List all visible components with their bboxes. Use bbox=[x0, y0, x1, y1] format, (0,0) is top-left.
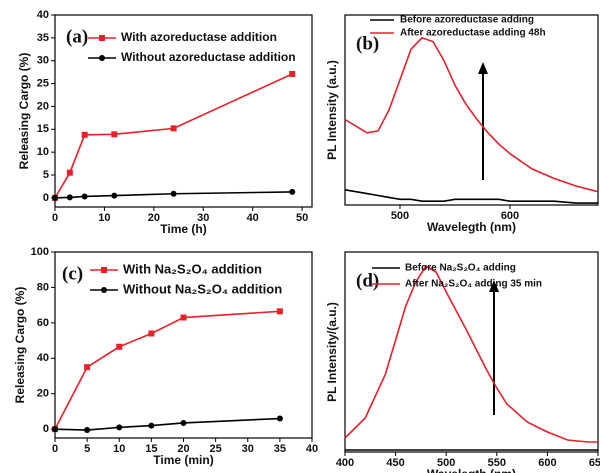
x-tick-label: 550 bbox=[488, 457, 506, 469]
x-tick-label: 20 bbox=[177, 443, 189, 455]
x-tick-label: 600 bbox=[501, 210, 519, 222]
marker bbox=[276, 415, 283, 422]
panel-label: (d) bbox=[356, 270, 379, 291]
x-tick-label: 20 bbox=[148, 212, 160, 224]
x-tick-label: 0 bbox=[52, 212, 58, 224]
legend-label: With Na₂S₂O₄ addition bbox=[123, 261, 262, 276]
plot-frame bbox=[344, 251, 599, 453]
marker bbox=[52, 426, 58, 433]
panel-label: (a) bbox=[66, 26, 88, 47]
panel-label: (c) bbox=[62, 263, 83, 284]
y-tick-label: 40 bbox=[37, 9, 49, 21]
y-tick-label: 35 bbox=[37, 32, 49, 44]
series-line bbox=[344, 36, 599, 193]
marker bbox=[276, 308, 283, 315]
marker bbox=[170, 190, 177, 197]
y-axis-label: Releasing Cargo (%) bbox=[13, 287, 27, 404]
marker bbox=[116, 424, 123, 431]
marker bbox=[111, 192, 118, 199]
x-tick-label: 5 bbox=[84, 443, 90, 455]
x-tick-label: 10 bbox=[113, 443, 125, 455]
x-tick-label: 40 bbox=[306, 443, 318, 455]
marker bbox=[170, 125, 177, 132]
x-axis-label: Time (min) bbox=[153, 453, 213, 467]
x-tick-label: 25 bbox=[210, 443, 222, 455]
y-tick-label: 25 bbox=[37, 77, 49, 89]
marker bbox=[111, 131, 118, 138]
x-tick-label: 40 bbox=[247, 212, 259, 224]
legend-label: After Na₂S₂O₄ adding 35 min bbox=[405, 279, 542, 290]
legend-label: Without azoreductase addition bbox=[121, 50, 296, 64]
x-tick-label: 650 bbox=[589, 457, 600, 469]
x-tick-label: 10 bbox=[98, 212, 110, 224]
x-tick-label: 500 bbox=[391, 210, 409, 222]
marker bbox=[66, 194, 73, 201]
y-tick-label: 100 bbox=[31, 246, 49, 258]
y-tick-label: 0 bbox=[43, 423, 49, 435]
marker bbox=[289, 70, 296, 77]
marker bbox=[148, 330, 155, 337]
x-tick-label: 400 bbox=[336, 457, 354, 469]
series-line bbox=[344, 189, 598, 204]
x-tick-label: 35 bbox=[274, 443, 286, 455]
x-axis-label: Time (h) bbox=[160, 222, 206, 236]
marker bbox=[148, 422, 155, 429]
x-tick-label: 450 bbox=[386, 457, 404, 469]
y-tick-label: 15 bbox=[37, 123, 49, 135]
y-tick-label: 10 bbox=[37, 146, 49, 158]
marker bbox=[84, 364, 91, 371]
plot-frame bbox=[344, 14, 599, 206]
legend-marker bbox=[101, 287, 107, 293]
marker bbox=[81, 131, 88, 138]
y-tick-label: 5 bbox=[43, 169, 49, 181]
x-tick-label: 50 bbox=[296, 212, 308, 224]
series-line bbox=[54, 417, 280, 431]
legend-marker bbox=[101, 267, 107, 273]
plot-frame bbox=[54, 14, 313, 208]
x-tick-label: 15 bbox=[145, 443, 157, 455]
marker bbox=[180, 314, 187, 321]
legend-label: With azoreductase addition bbox=[121, 30, 277, 44]
arrow-d bbox=[489, 280, 499, 415]
y-tick-label: 20 bbox=[37, 388, 49, 400]
x-axis-label: Wavelegth (nm) bbox=[427, 220, 516, 234]
y-tick-label: 80 bbox=[37, 281, 49, 293]
panel-label: (b) bbox=[356, 33, 379, 54]
legend-label: Before azoreductase adding bbox=[400, 15, 534, 26]
legend-marker bbox=[99, 35, 105, 41]
y-tick-label: 40 bbox=[37, 352, 49, 364]
marker bbox=[180, 419, 187, 426]
y-tick-label: 0 bbox=[43, 192, 49, 204]
marker bbox=[52, 194, 58, 201]
x-tick-label: 600 bbox=[538, 457, 556, 469]
legend-label: Before Na₂S₂O₄ adding bbox=[405, 263, 516, 274]
series-line bbox=[54, 310, 280, 430]
y-tick-label: 30 bbox=[37, 55, 49, 67]
y-axis-label: Releasing Cargo (%) bbox=[17, 53, 31, 170]
plot-frame bbox=[54, 251, 313, 439]
y-axis-label: PL Intensity (a.u.) bbox=[325, 60, 339, 160]
marker bbox=[84, 427, 91, 434]
legend-label: Without Na₂S₂O₄ addition bbox=[123, 281, 282, 296]
x-tick-label: 30 bbox=[197, 212, 209, 224]
marker bbox=[289, 188, 296, 195]
x-tick-label: 0 bbox=[52, 443, 58, 455]
marker bbox=[116, 343, 123, 350]
series-line bbox=[344, 264, 598, 443]
marker bbox=[66, 169, 73, 176]
marker bbox=[81, 193, 88, 200]
y-tick-label: 60 bbox=[37, 317, 49, 329]
x-axis-label: Wavelegth (nm) bbox=[427, 467, 516, 473]
series-line bbox=[54, 73, 293, 199]
y-tick-label: 20 bbox=[37, 100, 49, 112]
legend-marker bbox=[99, 55, 105, 61]
x-tick-label: 30 bbox=[242, 443, 254, 455]
x-tick-label: 500 bbox=[437, 457, 455, 469]
arrow-b bbox=[478, 62, 488, 180]
y-axis-label: PL Intensity/(a.u.) bbox=[325, 302, 339, 402]
legend-label: After azoreductase adding 48h bbox=[400, 28, 546, 39]
